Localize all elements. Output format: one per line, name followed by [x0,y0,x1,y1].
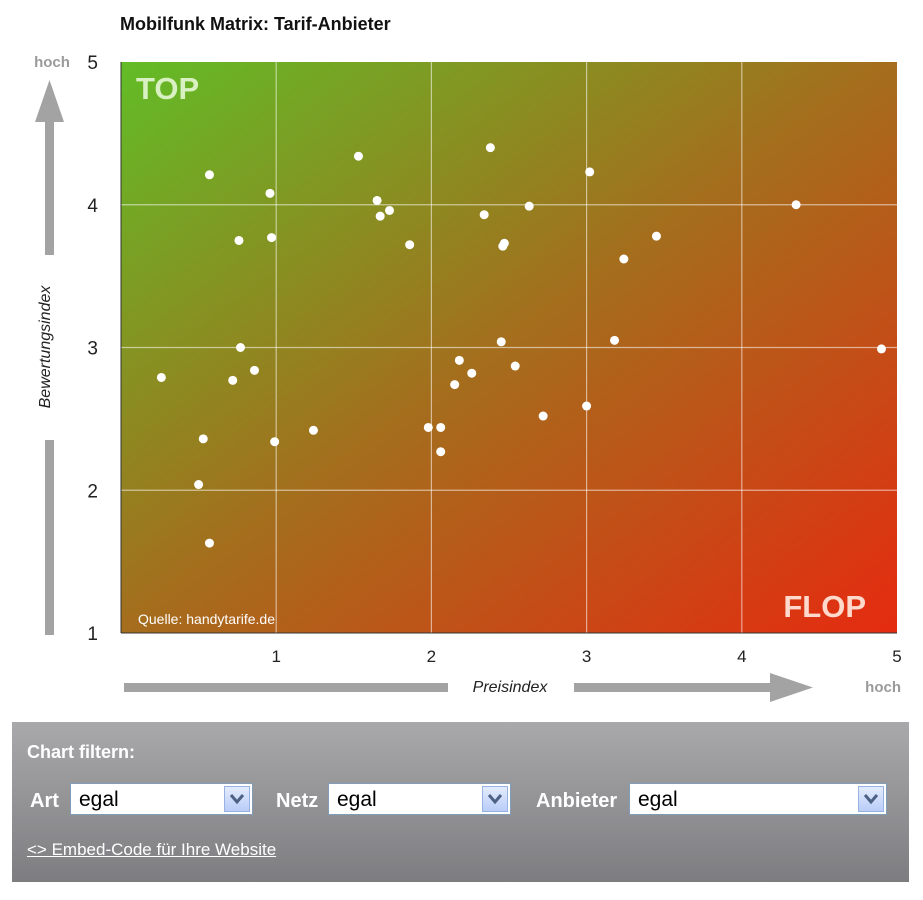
y-tick-label: 1 [87,624,98,645]
data-point-13 [353,151,363,161]
anbieter-select[interactable]: egal [629,783,887,815]
data-point-29 [510,361,520,371]
y-axis-end-label: hoch [34,54,70,71]
data-point-5 [228,375,238,385]
y-tick-labels: 1 2 3 4 5 [87,53,98,645]
x-tick-label: 4 [737,647,746,666]
netz-select[interactable]: egal [328,783,511,815]
netz-select-arrow[interactable] [482,786,508,812]
data-point-22 [454,355,464,365]
data-point-17 [405,240,415,250]
y-axis-label: Bewertungsindex [37,285,54,409]
data-point-14 [372,195,382,205]
data-point-31 [538,411,548,421]
data-point-18 [423,422,433,432]
data-point-16 [384,205,394,215]
chevron-down-icon [864,794,878,805]
netz-select-value: egal [337,788,377,811]
art-select-value: egal [79,788,119,811]
data-points [156,143,886,548]
data-point-24 [479,210,489,220]
quadrant-label-flop: FLOP [783,589,866,624]
art-label: Art [30,790,59,812]
data-point-32 [582,401,592,411]
data-point-34 [610,335,620,345]
chevron-down-icon [488,794,502,805]
data-point-30 [524,201,534,211]
anbieter-select-arrow[interactable] [858,786,884,812]
data-point-38 [876,344,886,354]
data-point-6 [234,235,244,245]
data-point-21 [450,380,460,390]
x-axis-label: Preisindex [473,679,549,696]
data-point-23 [467,368,477,378]
data-point-20 [436,447,446,457]
data-point-0 [156,372,166,382]
data-point-8 [249,365,259,375]
x-tick-label: 5 [892,647,901,666]
art-select-arrow[interactable] [224,786,250,812]
data-point-2 [198,434,208,444]
x-tick-label: 2 [427,647,436,666]
data-point-36 [651,231,661,241]
x-axis-arrow [124,673,813,702]
data-point-1 [194,480,204,490]
y-tick-label: 5 [87,53,98,74]
y-axis-arrow [35,80,64,635]
filter-title: Chart filtern: [27,742,135,762]
data-point-19 [436,422,446,432]
data-point-26 [496,337,506,347]
x-tick-label: 1 [271,647,280,666]
netz-label: Netz [276,790,319,812]
anbieter-label: Anbieter [536,790,618,812]
quadrant-label-top: TOP [136,71,199,106]
data-point-11 [270,437,280,447]
y-tick-label: 4 [87,196,98,217]
x-tick-label: 3 [582,647,591,666]
art-select[interactable]: egal [70,783,253,815]
data-point-7 [236,343,246,352]
anbieter-select-value: egal [638,788,678,811]
data-point-37 [791,200,801,210]
data-point-9 [265,188,275,198]
data-point-4 [204,170,214,180]
chart-filter-panel: Chart filtern: Art egal Netz egal Anbiet… [12,722,909,882]
x-axis-end-label: hoch [865,679,901,696]
chevron-down-icon [230,794,244,805]
data-point-12 [308,425,318,435]
scatter-chart: 1 2 3 4 5 1 2 3 4 5 TOP FLOP Quelle: handytarife… [34,53,902,702]
data-point-15 [375,211,385,221]
x-tick-labels: 1 2 3 4 5 [271,647,901,666]
data-point-33 [585,167,595,177]
data-point-3 [204,538,214,548]
data-point-25 [485,143,495,153]
y-tick-label: 3 [87,339,98,360]
source-label: Quelle: handytarife.de [138,611,275,627]
embed-code-link[interactable]: <> Embed-Code für Ihre Website [27,840,277,859]
data-point-35 [619,254,629,264]
data-point-28 [499,238,509,248]
data-point-10 [267,233,277,243]
grid-lines [121,62,897,633]
chart-title: Mobilfunk Matrix: Tarif-Anbieter [120,14,391,34]
y-tick-label: 2 [87,481,98,502]
